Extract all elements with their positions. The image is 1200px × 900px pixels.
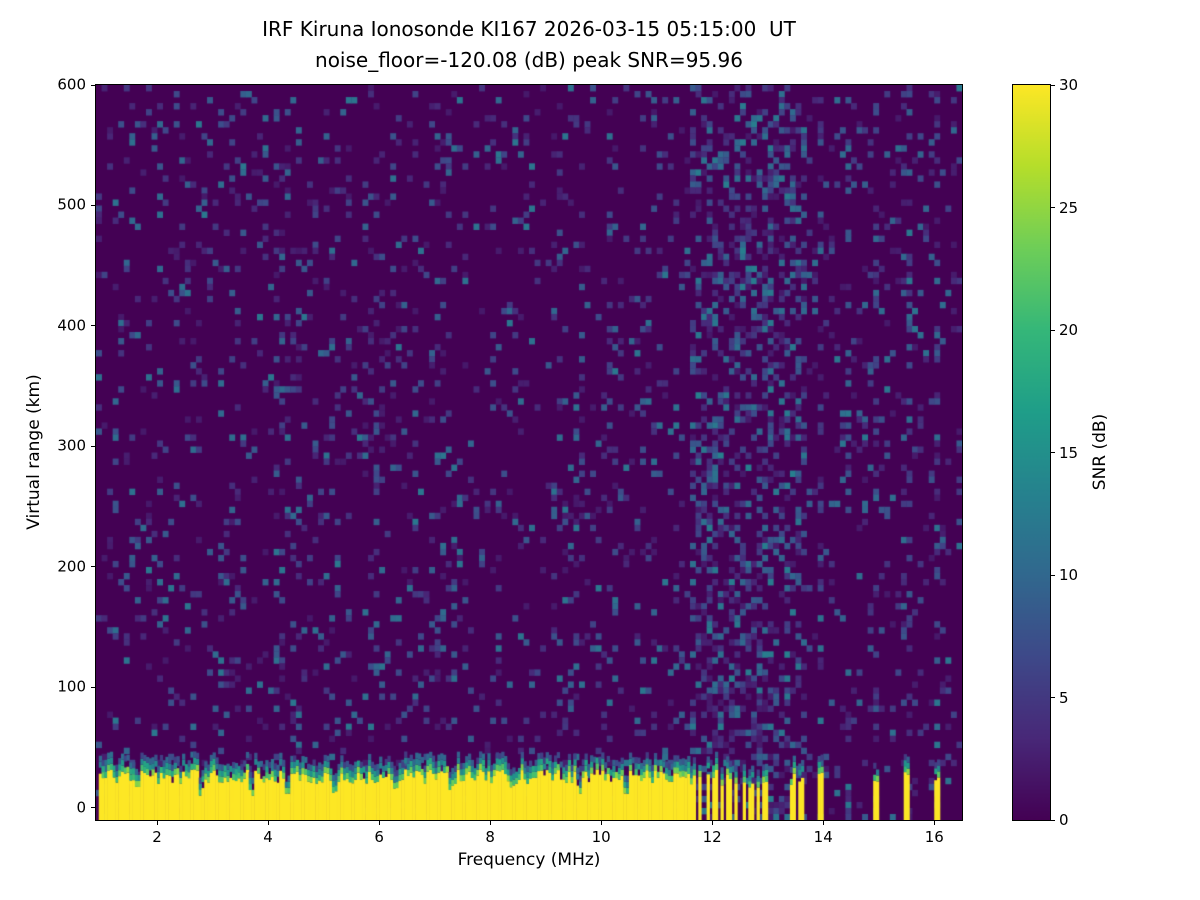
colorbar-tick-label: 20 [1059,321,1079,339]
colorbar-label: SNR (dB) [1090,413,1110,491]
y-tick-label: 0 [76,798,86,817]
y-tick-mark [91,84,95,86]
y-tick-mark [91,445,95,447]
colorbar-tick-label: 30 [1059,76,1079,94]
x-tick-label: 4 [263,828,273,846]
x-tick-label: 8 [485,828,495,846]
y-tick-label: 400 [57,316,86,335]
x-axis-label: Frequency (MHz) [457,850,601,870]
x-tick-mark [933,821,935,825]
x-tick-mark [489,821,491,825]
x-tick-mark [600,821,602,825]
ionogram-heatmap [95,84,963,821]
y-tick-label: 500 [57,196,86,215]
chart-subtitle: noise_floor=-120.08 (dB) peak SNR=95.96 [315,48,743,72]
x-tick-label: 16 [924,828,944,846]
colorbar-tick-mark [1051,207,1055,208]
colorbar-tick-mark [1051,329,1055,331]
colorbar-tick-mark [1051,697,1055,698]
y-tick-label: 200 [57,557,86,576]
colorbar-tick-mark [1051,84,1055,86]
colorbar-tick-mark [1051,574,1055,576]
colorbar-tick-label: 0 [1059,811,1069,829]
x-tick-label: 14 [813,828,833,846]
colorbar-tick-label: 5 [1059,688,1069,707]
x-tick-label: 6 [374,828,384,846]
x-tick-label: 10 [591,828,611,846]
x-tick-mark [822,821,824,825]
y-tick-label: 600 [57,75,86,94]
y-tick-label: 100 [57,678,86,697]
x-tick-mark [267,821,269,825]
x-tick-label: 12 [702,828,722,846]
x-tick-label: 2 [152,828,162,846]
colorbar-tick-label: 15 [1059,443,1079,462]
colorbar-tick-label: 25 [1059,198,1079,217]
x-tick-mark [711,821,713,825]
colorbar-tick-mark [1051,452,1055,453]
colorbar [1012,84,1051,821]
y-tick-mark [91,204,95,206]
y-tick-mark [91,686,95,688]
colorbar-tick-label: 10 [1059,566,1079,584]
y-tick-mark [91,807,95,809]
y-tick-mark [91,566,95,568]
chart-title-block: IRF Kiruna Ionosonde KI167 2026-03-15 05… [96,14,962,76]
chart-title: IRF Kiruna Ionosonde KI167 2026-03-15 05… [262,17,796,41]
colorbar-tick-mark [1051,819,1055,821]
y-tick-mark [91,325,95,327]
x-tick-mark [156,821,158,825]
y-tick-label: 300 [57,437,86,456]
x-tick-mark [378,821,380,825]
